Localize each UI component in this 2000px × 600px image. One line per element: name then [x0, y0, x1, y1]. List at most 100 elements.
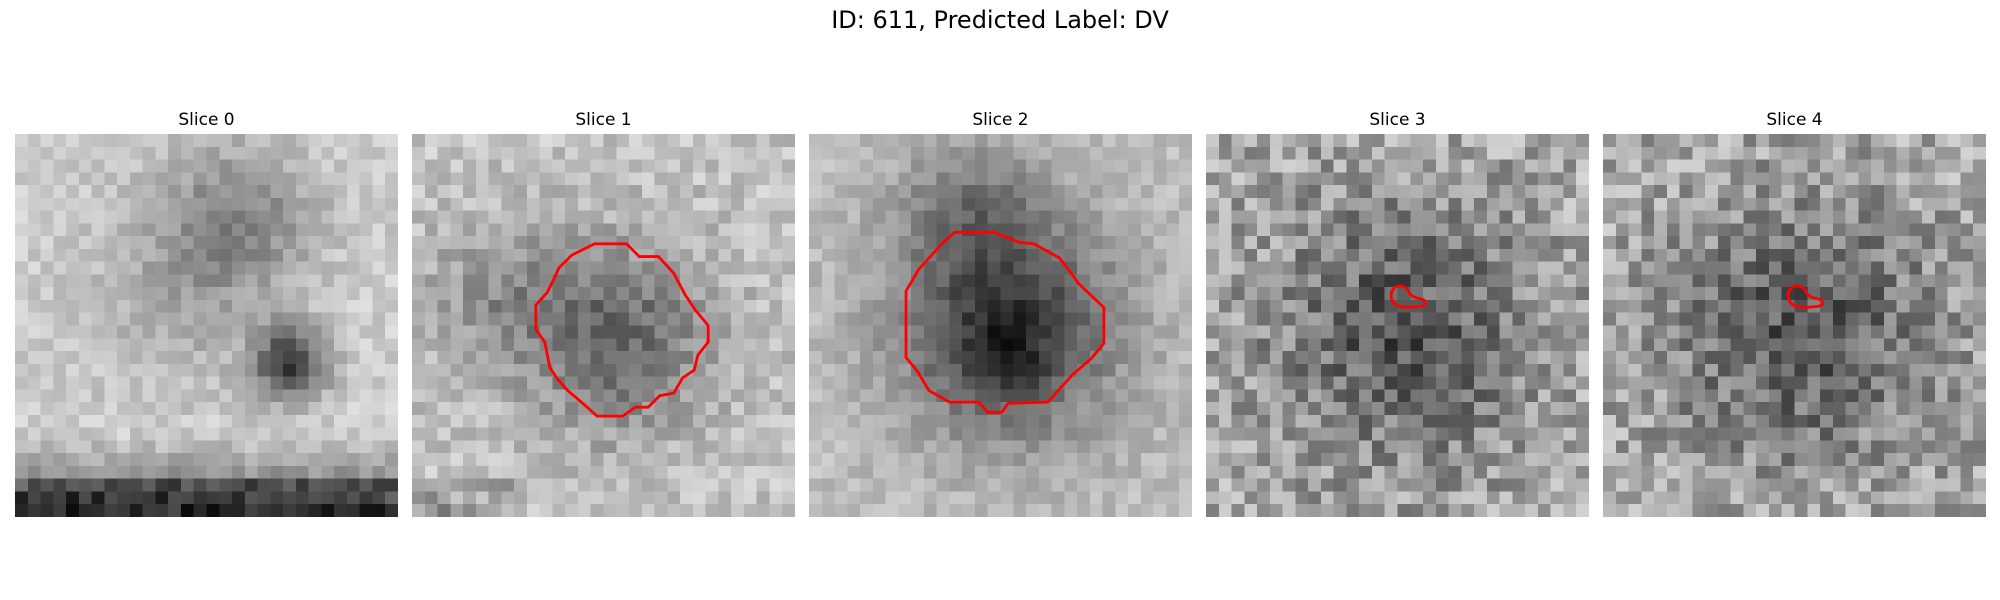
pixel [78, 491, 92, 505]
pixel [206, 236, 220, 250]
pixel [1423, 427, 1437, 441]
pixel [1832, 159, 1846, 173]
pixel [1371, 223, 1385, 237]
pixel [1563, 491, 1577, 505]
pixel [1026, 389, 1040, 403]
pixel [1038, 363, 1052, 377]
pixel [53, 236, 67, 250]
pixel [1206, 159, 1220, 173]
pixel [1038, 261, 1052, 275]
pixel [1359, 440, 1373, 454]
pixel [155, 197, 169, 211]
pixel [1922, 427, 1936, 441]
pixel [463, 159, 477, 173]
pixel [1550, 389, 1564, 403]
pixel [1512, 363, 1526, 377]
pixel [27, 389, 41, 403]
pixel [1051, 338, 1065, 352]
pixel [860, 312, 874, 326]
pixel [1794, 465, 1808, 479]
pixel [1206, 504, 1220, 517]
pixel [283, 504, 297, 517]
pixel [782, 223, 795, 237]
pixel [1410, 210, 1424, 224]
pixel [1756, 210, 1770, 224]
pixel [756, 172, 770, 186]
pixel [1858, 351, 1872, 365]
pixel [244, 504, 258, 517]
pixel [552, 299, 566, 313]
pixel [295, 146, 309, 160]
pixel [424, 389, 438, 403]
pixel [1128, 197, 1142, 211]
pixel [616, 465, 630, 479]
pixel [1705, 491, 1719, 505]
pixel [308, 402, 322, 416]
pixel [1000, 325, 1014, 339]
pixel [283, 363, 297, 377]
pixel [756, 312, 770, 326]
pixel [463, 338, 477, 352]
pixel [1807, 197, 1821, 211]
pixel [1179, 197, 1192, 211]
pixel [1115, 414, 1129, 428]
pixel [654, 274, 668, 288]
pixel [1537, 146, 1551, 160]
pixel [1679, 440, 1693, 454]
pixel [1576, 504, 1589, 517]
pixel [923, 159, 937, 173]
pixel [1461, 414, 1475, 428]
pixel [206, 223, 220, 237]
pixel [117, 236, 131, 250]
pixel [1435, 376, 1449, 390]
pixel [1858, 261, 1872, 275]
pixel [1231, 134, 1245, 148]
pixel [1218, 134, 1232, 148]
pixel [756, 274, 770, 288]
pixel [743, 172, 757, 186]
pixel [1563, 402, 1577, 416]
pixel [104, 197, 118, 211]
pixel [1384, 389, 1398, 403]
pixel [680, 453, 694, 467]
pixel [1051, 363, 1065, 377]
pixel [168, 223, 182, 237]
pixel [257, 427, 271, 441]
pixel [1231, 248, 1245, 262]
pixel [1934, 338, 1948, 352]
pixel [295, 185, 309, 199]
pixel [1692, 453, 1706, 467]
pixel [412, 478, 426, 492]
pixel [104, 478, 118, 492]
pixel [142, 504, 156, 517]
pixel [1794, 236, 1808, 250]
pixel [1615, 453, 1629, 467]
pixel [155, 465, 169, 479]
pixel [1922, 210, 1936, 224]
pixel [1206, 338, 1220, 352]
pixel [78, 478, 92, 492]
pixel [1077, 261, 1091, 275]
pixel [1576, 261, 1589, 275]
pixel [1628, 312, 1642, 326]
pixel [1845, 185, 1859, 199]
pixel [1512, 414, 1526, 428]
pixel [129, 248, 143, 262]
pixel [346, 440, 360, 454]
pixel [514, 351, 528, 365]
pixel [1257, 376, 1271, 390]
pixel [654, 351, 668, 365]
pixel [270, 427, 284, 441]
pixel [1308, 440, 1322, 454]
pixel [1397, 402, 1411, 416]
pixel [206, 338, 220, 352]
pixel [1705, 236, 1719, 250]
pixel [424, 325, 438, 339]
pixel [385, 261, 398, 275]
pixel [1615, 172, 1629, 186]
pixel [1359, 210, 1373, 224]
pixel [1525, 236, 1539, 250]
pixel [782, 427, 795, 441]
pixel [860, 389, 874, 403]
pixel [590, 376, 604, 390]
